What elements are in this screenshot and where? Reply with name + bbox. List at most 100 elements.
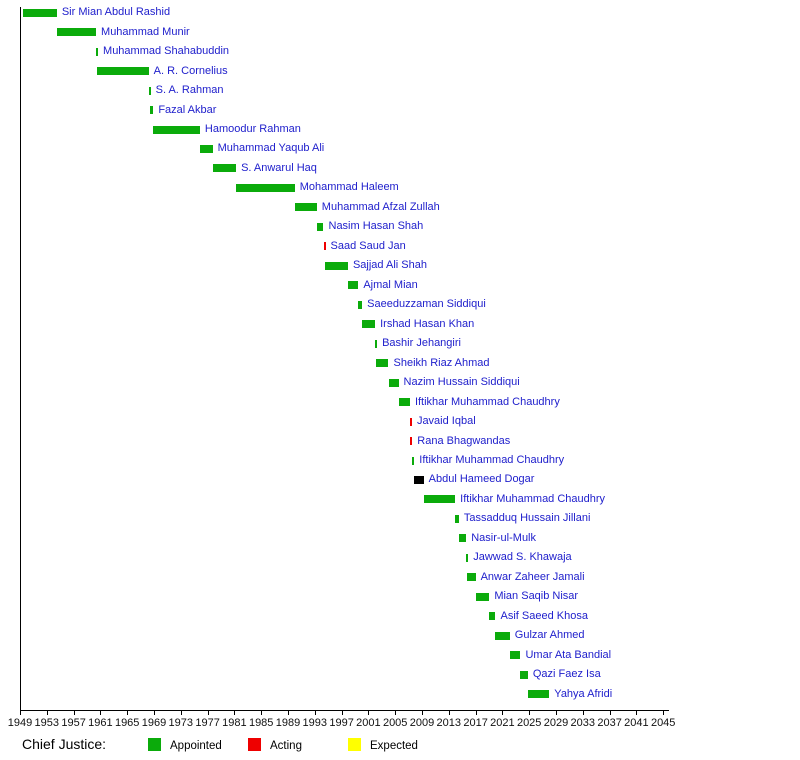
axis-tick (368, 710, 370, 715)
axis-tick-label: 1965 (114, 717, 140, 729)
justice-row: Iftikhar Muhammad Chaudhry (0, 453, 800, 469)
justice-name-link[interactable]: Ajmal Mian (363, 278, 418, 291)
term-bar-appointed (466, 553, 469, 562)
justice-name-link[interactable]: Bashir Jehangiri (382, 337, 461, 350)
justice-name-link[interactable]: Qazi Faez Isa (532, 668, 601, 681)
justice-name-link[interactable]: Fazal Akbar (158, 103, 217, 116)
justice-name-link[interactable]: Tassadduq Hussain Jillani (463, 512, 591, 525)
axis-tick-label: 1973 (168, 717, 194, 729)
justice-name-link[interactable]: Irshad Hasan Khan (380, 317, 475, 330)
justice-row: Abdul Hameed Dogar (0, 472, 800, 488)
justice-name-link[interactable]: Muhammad Munir (101, 25, 190, 38)
term-bar-appointed (316, 222, 324, 231)
justice-name-link[interactable]: Nasir-ul-Mulk (471, 531, 536, 544)
axis-tick-label: 2041 (624, 717, 649, 729)
justice-row: Saeeduzzaman Siddiqui (0, 297, 800, 313)
term-bar-appointed (212, 164, 237, 173)
y-axis-line (20, 7, 21, 711)
term-bar-appointed (509, 651, 521, 660)
axis-tick (180, 710, 182, 715)
justice-name-link[interactable]: Sir Mian Abdul Rashid (61, 6, 171, 19)
term-bar-appointed (362, 320, 376, 329)
justice-name-link[interactable]: Iftikhar Muhammad Chaudhry (460, 492, 606, 505)
axis-tick-label: 1985 (248, 717, 274, 729)
justice-row: S. Anwarul Haq (0, 160, 800, 176)
justice-row: Yahya Afridi (0, 686, 800, 702)
axis-tick (127, 710, 129, 715)
term-bar-appointed (23, 8, 57, 17)
justice-name-link[interactable]: Asif Saeed Khosa (500, 609, 588, 622)
justice-name-link[interactable]: Iftikhar Muhammad Chaudhry (419, 454, 565, 466)
term-bar-disputed (414, 475, 424, 484)
justice-name-link[interactable]: Anwar Zaheer Jamali (480, 570, 585, 583)
legend-label-acting: Acting (270, 740, 302, 752)
justice-name-link[interactable]: Nazim Hussain Siddiqui (403, 376, 520, 389)
axis-tick-label: 2013 (436, 717, 462, 729)
justice-name-link[interactable]: Iftikhar Muhammad Chaudhry (414, 395, 560, 408)
justice-name-link[interactable]: Yahya Afridi (554, 687, 613, 700)
justice-name-link[interactable]: Mohammad Haleem (299, 181, 399, 194)
justice-name-link[interactable]: S. Anwarul Haq (241, 161, 317, 174)
axis-tick (288, 710, 289, 715)
justice-name-link[interactable]: Muhammad Afzal Zullah (321, 200, 440, 213)
justice-name-link[interactable]: Mian Saqib Nisar (494, 590, 579, 603)
justice-name-link[interactable]: Sheikh Riaz Ahmad (393, 356, 490, 369)
axis-tick (20, 710, 21, 715)
justice-name-link[interactable]: Javaid Iqbal (416, 415, 476, 428)
justice-row: Mohammad Haleem (0, 180, 800, 196)
justice-row: S. A. Rahman (0, 83, 800, 99)
term-bar-appointed (324, 261, 348, 270)
justice-name-link[interactable]: Saad Saud Jan (330, 239, 406, 252)
justice-name-link[interactable]: Saeeduzzaman Siddiqui (367, 298, 486, 311)
axis-tick (636, 710, 638, 715)
axis-tick (154, 710, 155, 715)
term-bar-appointed (398, 398, 410, 407)
justice-name-link[interactable]: Gulzar Ahmed (514, 629, 585, 642)
axis-tick (529, 710, 531, 715)
term-bar-appointed (455, 514, 459, 523)
justice-name-link[interactable]: Hamoodur Rahman (204, 123, 301, 136)
justice-row: Ajmal Mian (0, 277, 800, 293)
justice-row: Muhammad Yaqub Ali (0, 141, 800, 157)
justice-row: Hamoodur Rahman (0, 122, 800, 138)
justice-row: Sajjad Ali Shah (0, 258, 800, 274)
axis-tick-label: 2033 (570, 717, 596, 729)
axis-tick-label: 1961 (88, 717, 113, 729)
legend-swatch-acting (248, 738, 261, 751)
justice-name-link[interactable]: Nasim Hasan Shah (328, 220, 424, 233)
justice-row: Nazim Hussain Siddiqui (0, 375, 800, 391)
axis-tick (448, 710, 450, 715)
axis-tick (502, 710, 504, 715)
axis-tick (314, 710, 316, 715)
term-bar-appointed (423, 495, 456, 504)
justice-name-link[interactable]: Sajjad Ali Shah (352, 259, 427, 272)
justice-row: Mian Saqib Nisar (0, 589, 800, 605)
justice-row: Javaid Iqbal (0, 414, 800, 430)
justice-name-link[interactable]: Abdul Hameed Dogar (428, 473, 535, 486)
justice-name-link[interactable]: Rana Bhagwandas (417, 434, 511, 447)
axis-tick-label: 1977 (195, 717, 220, 729)
axis-tick-label: 1989 (275, 717, 301, 729)
justice-name-link[interactable]: Muhammad Yaqub Ali (217, 142, 325, 155)
justice-name-link[interactable]: Umar Ata Bandial (525, 648, 612, 661)
axis-tick (609, 710, 611, 715)
justice-name-link[interactable]: S. A. Rahman (155, 84, 224, 97)
justice-name-link[interactable]: A. R. Cornelius (153, 64, 228, 77)
legend-title: Chief Justice: (22, 736, 107, 752)
term-bar-appointed (458, 534, 467, 543)
term-bar-appointed (96, 67, 149, 76)
justice-row: Bashir Jehangiri (0, 336, 800, 352)
axis-tick (395, 710, 397, 715)
justice-name-link[interactable]: Muhammad Shahabuddin (103, 45, 230, 58)
justice-name-link[interactable]: Jawwad S. Khawaja (473, 551, 572, 564)
term-bar-appointed (148, 86, 151, 95)
legend-label-appointed: Appointed (170, 740, 222, 752)
term-bar-appointed (348, 281, 359, 290)
term-bar-appointed (520, 670, 528, 679)
axis-tick-label: 1953 (34, 717, 60, 729)
term-bar-appointed (153, 125, 200, 134)
justice-row: Nasir-ul-Mulk (0, 530, 800, 546)
justice-row: Sir Mian Abdul Rashid (0, 5, 800, 21)
justice-row: Iftikhar Muhammad Chaudhry (0, 491, 800, 507)
justice-row: Muhammad Afzal Zullah (0, 199, 800, 215)
